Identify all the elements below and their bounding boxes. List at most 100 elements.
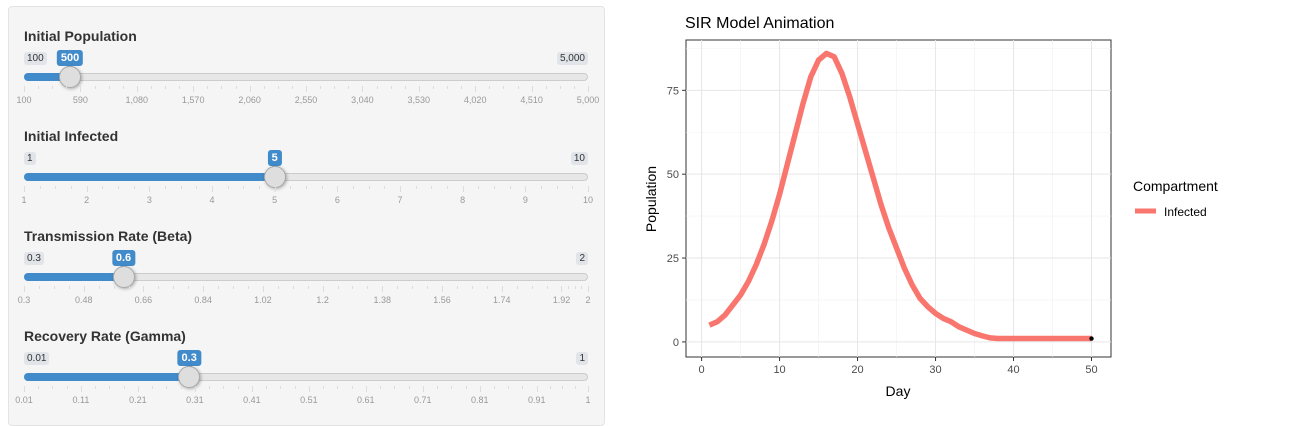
slider-track[interactable] bbox=[24, 73, 588, 81]
slider-tick-label: 1.56 bbox=[433, 295, 451, 305]
slider-tick bbox=[475, 86, 477, 92]
slider-tick-label: 0.66 bbox=[134, 295, 153, 305]
slider-tick-label: 5 bbox=[272, 195, 278, 205]
slider-handle[interactable] bbox=[263, 166, 286, 188]
sidebar-panel: Initial Population 100 5,000 500 100 590 1,080… bbox=[8, 6, 605, 426]
slider-minor-tick bbox=[166, 386, 168, 389]
slider-tick bbox=[308, 386, 310, 392]
slider-tick bbox=[462, 186, 464, 192]
slider-tick-label: 0.51 bbox=[300, 395, 318, 405]
slider-tick bbox=[274, 186, 276, 192]
sir-chart: SIR Model Animation 0 10 20 30 40 50 0255075 … bbox=[643, 15, 1218, 399]
slider-minor-tick bbox=[509, 186, 511, 189]
slider-minor-tick bbox=[541, 186, 542, 189]
slider-minor-tick bbox=[353, 186, 354, 189]
slider-tick bbox=[322, 286, 324, 292]
slider-minor-tick bbox=[180, 386, 182, 389]
legend-title: Compartment bbox=[1133, 178, 1218, 194]
grid-minor bbox=[686, 40, 1111, 357]
slider-max-label: 10 bbox=[570, 152, 588, 165]
slider-minor-tick bbox=[122, 86, 124, 89]
slider-minor-tick bbox=[306, 186, 307, 189]
slider-tick bbox=[442, 286, 444, 292]
slider-minor-tick bbox=[323, 386, 325, 389]
slider-initial-infected[interactable]: Initial Infected 1 10 5 1 2 3 4 5 6 7 8 9 10 bbox=[21, 128, 593, 208]
slider-value-badge: 500 bbox=[56, 50, 84, 69]
slider-tick-label: 8 bbox=[460, 195, 466, 205]
slider-handle[interactable] bbox=[112, 266, 135, 288]
slider-tick bbox=[137, 386, 139, 392]
slider-minor-tick bbox=[494, 186, 495, 189]
slider-minor-tick bbox=[337, 386, 339, 389]
slider-minor-tick bbox=[243, 186, 245, 189]
slider-handle[interactable] bbox=[178, 366, 201, 388]
slider-minor-tick bbox=[158, 286, 160, 289]
series-line-infected bbox=[708, 50, 1092, 342]
slider-tick bbox=[203, 286, 205, 292]
slider-minor-tick bbox=[227, 186, 229, 189]
slider-minor-tick bbox=[568, 286, 570, 289]
y-tick-label: 0 bbox=[673, 337, 679, 349]
slider-tick-label: 7 bbox=[397, 195, 403, 205]
slider-tick-label: 10 bbox=[582, 195, 594, 205]
series-layer bbox=[708, 50, 1094, 342]
slider-fill-bar bbox=[24, 273, 124, 281]
slider-tick bbox=[479, 386, 481, 392]
slider-minor-tick bbox=[478, 186, 480, 189]
slider-tick-label: 1,570 bbox=[181, 95, 205, 105]
slider-minor-tick bbox=[218, 286, 220, 289]
slider-tick bbox=[80, 386, 82, 392]
slider-handle[interactable] bbox=[59, 66, 82, 88]
slider-minor-tick bbox=[556, 186, 558, 189]
slider-minor-tick bbox=[102, 186, 104, 189]
slider-recovery-rate[interactable]: Recovery Rate (Gamma) 0.01 1 0.3 0.01 0.11 0.2… bbox=[15, 328, 590, 408]
slider-minor-tick bbox=[38, 386, 40, 389]
slider-minor-tick bbox=[456, 286, 458, 289]
slider-tick-label: 1.92 bbox=[552, 295, 571, 305]
slider-tick-label: 4 bbox=[209, 195, 215, 205]
slider-tick-label: 4,020 bbox=[463, 95, 487, 105]
slider-minor-tick bbox=[559, 86, 561, 89]
slider-minor-tick bbox=[427, 286, 429, 289]
slider-minor-tick bbox=[337, 286, 339, 289]
slider-tick bbox=[501, 286, 503, 292]
slider-tick-label: 0.71 bbox=[414, 395, 432, 405]
slider-tick bbox=[362, 86, 364, 92]
slider-minor-tick bbox=[367, 286, 369, 289]
slider-minor-tick bbox=[397, 286, 399, 289]
legend-label-infected: Infected bbox=[1164, 205, 1207, 219]
slider-transmission-rate[interactable]: Transmission Rate (Beta) 0.3 2 0.6 0.3 0.48 0.… bbox=[18, 228, 591, 308]
slider-tick bbox=[400, 186, 401, 192]
chart-title: SIR Model Animation bbox=[685, 15, 834, 32]
slider-minor-tick bbox=[94, 86, 96, 89]
slider-minor-tick bbox=[581, 286, 583, 289]
slider-tick-label: 4,510 bbox=[520, 95, 543, 105]
slider-grid: 1 2 3 4 5 6 7 8 9 10 bbox=[21, 186, 593, 206]
slider-tick bbox=[525, 186, 527, 192]
slider-minor-tick bbox=[95, 386, 97, 389]
slider-tick-label: 3 bbox=[146, 195, 152, 205]
x-axis: 0 10 20 30 40 50 bbox=[699, 357, 1098, 376]
slider-minor-tick bbox=[280, 386, 282, 389]
slider-minor-tick bbox=[71, 186, 72, 189]
slider-minor-tick bbox=[486, 286, 488, 289]
slider-tick bbox=[561, 286, 563, 292]
slider-tick bbox=[212, 186, 213, 192]
y-axis-title: Population bbox=[643, 166, 659, 232]
slider-minor-tick bbox=[352, 286, 354, 289]
slider-grid: 100 590 1,080 1,570 2,060 2,550 3,040 3,530 4,02… bbox=[16, 86, 599, 106]
slider-grid: 0.3 0.48 0.66 0.84 1.02 1.2 1.38 1.56 1.74 1.92 2 bbox=[18, 286, 591, 306]
slider-minor-tick bbox=[38, 286, 40, 289]
slider-minor-tick bbox=[123, 386, 125, 389]
slider-tick bbox=[337, 186, 339, 192]
slider-minor-tick bbox=[152, 386, 154, 389]
x-axis-title: Day bbox=[886, 383, 911, 399]
slider-minor-tick bbox=[207, 86, 209, 89]
slider-minor-tick bbox=[494, 386, 495, 389]
slider-minor-tick bbox=[113, 286, 115, 289]
slider-initial-population[interactable]: Initial Population 100 5,000 500 100 590 1,080… bbox=[16, 28, 599, 108]
slider-minor-tick bbox=[461, 86, 463, 89]
slider-minor-tick bbox=[517, 86, 519, 89]
y-axis: 0 25 50 75 bbox=[667, 85, 686, 349]
slider-tick-label: 1,080 bbox=[125, 95, 149, 105]
